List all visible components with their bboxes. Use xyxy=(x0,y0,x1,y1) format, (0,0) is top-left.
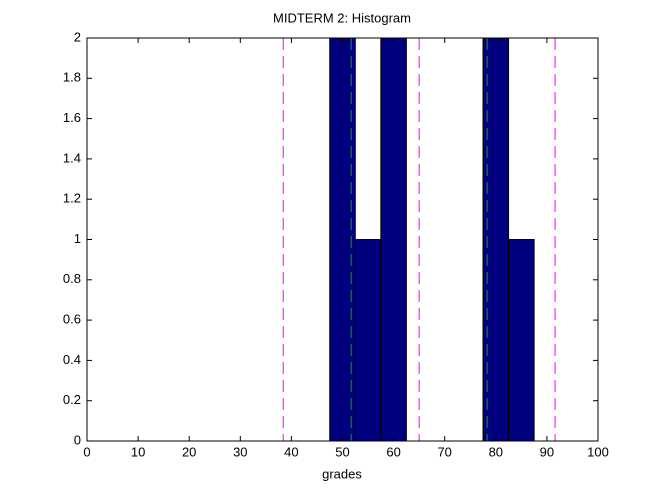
y-tick-label: 2 xyxy=(74,29,81,44)
x-tick-label: 80 xyxy=(489,444,503,459)
x-tick-label: 50 xyxy=(335,444,349,459)
y-tick-label: 1.6 xyxy=(63,110,81,125)
x-tick-label: 40 xyxy=(284,444,298,459)
x-tick-label: 70 xyxy=(437,444,451,459)
y-tick-label: 1.4 xyxy=(63,150,81,165)
y-tick-label: 0.6 xyxy=(63,312,81,327)
x-tick-label: 0 xyxy=(83,444,90,459)
bar xyxy=(508,239,535,442)
x-axis-label: grades xyxy=(322,466,362,481)
y-tick-label: 0.8 xyxy=(63,271,81,286)
x-tick-label: 30 xyxy=(233,444,247,459)
bar xyxy=(380,37,407,442)
y-tick-label: 1 xyxy=(74,231,81,246)
x-tick-label: 90 xyxy=(540,444,554,459)
y-tick-label: 0.4 xyxy=(63,352,81,367)
y-tick-label: 0.2 xyxy=(63,392,81,407)
y-tick-label: 0 xyxy=(74,432,81,447)
x-tick-label: 60 xyxy=(386,444,400,459)
y-tick-label: 1.2 xyxy=(63,191,81,206)
x-tick-label: 100 xyxy=(587,444,609,459)
y-tick-label: 1.8 xyxy=(63,70,81,85)
x-tick-label: 20 xyxy=(182,444,196,459)
bar xyxy=(354,239,382,442)
x-tick-label: 10 xyxy=(131,444,145,459)
chart-title: MIDTERM 2: Histogram xyxy=(273,10,411,25)
